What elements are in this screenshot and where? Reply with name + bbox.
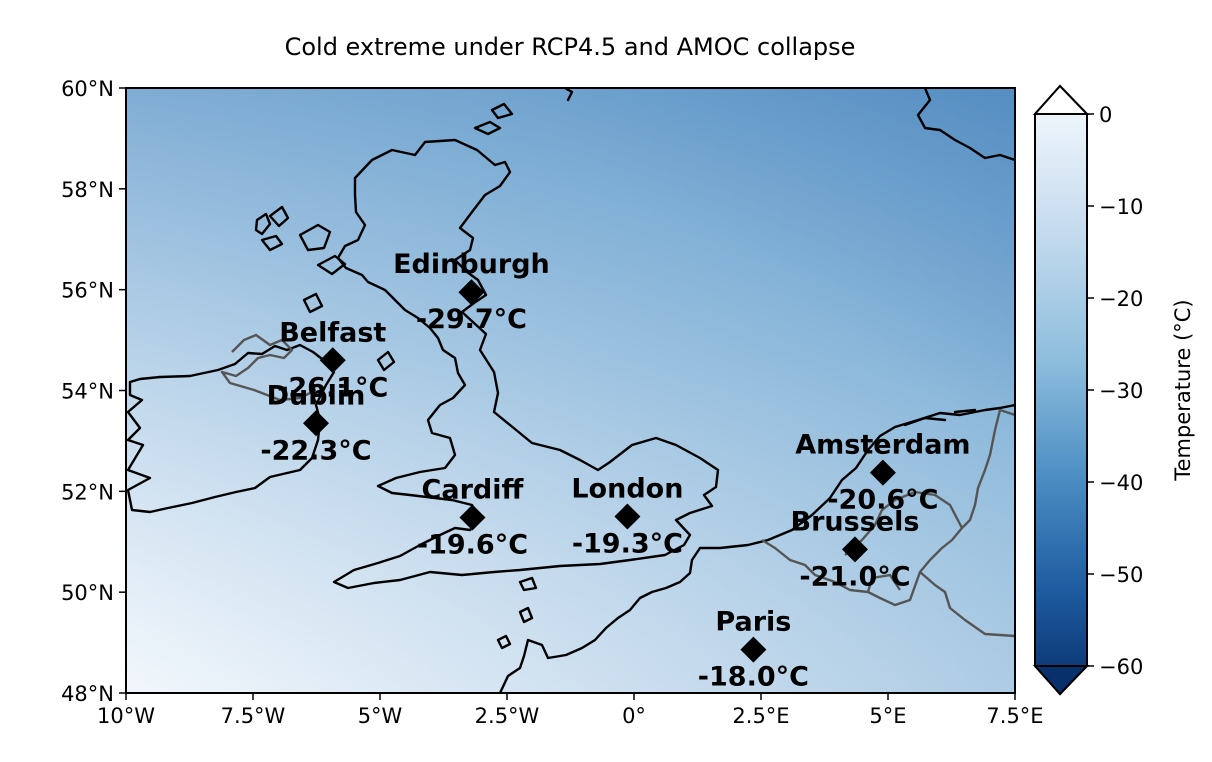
colorbar-tick-label: −40 bbox=[1099, 471, 1143, 495]
chart-title: Cold extreme under RCP4.5 and AMOC colla… bbox=[285, 33, 856, 61]
city-temp-dublin: -22.3°C bbox=[260, 435, 371, 466]
colorbar: 0 −10 −20 −30 −40 −50 −60 Temperature (°C) bbox=[1032, 84, 1195, 696]
temperature-field-shading bbox=[126, 88, 1015, 693]
city-london: London -19.3°C bbox=[571, 474, 683, 560]
city-name-london: London bbox=[571, 474, 683, 505]
colorbar-extend-top bbox=[1032, 84, 1090, 115]
y-tick-label: 54°N bbox=[61, 380, 114, 404]
y-tick-label: 50°N bbox=[61, 581, 114, 605]
city-brussels: Brussels -21.0°C bbox=[791, 506, 920, 592]
x-tick-label: 5°E bbox=[869, 704, 906, 728]
city-temp-edinburgh: -29.7°C bbox=[416, 304, 527, 335]
city-name-dublin: Dublin bbox=[267, 380, 366, 411]
city-cardiff: Cardiff -19.6°C bbox=[417, 475, 528, 561]
x-tick-label: 0° bbox=[622, 704, 646, 728]
x-tick-label: 2.5°E bbox=[732, 704, 789, 728]
colorbar-ticks: 0 −10 −20 −30 −40 −50 −60 bbox=[1087, 103, 1143, 679]
colorbar-label: Temperature (°C) bbox=[1171, 299, 1195, 481]
city-marker-amsterdam bbox=[869, 459, 896, 486]
city-temp-paris: -18.0°C bbox=[698, 662, 809, 693]
colorbar-tick-label: −30 bbox=[1099, 379, 1143, 403]
city-belfast: Belfast -26.1°C bbox=[277, 317, 388, 403]
city-marker-edinburgh bbox=[458, 279, 485, 306]
city-dublin: Dublin -22.3°C bbox=[260, 380, 371, 466]
continental-borders bbox=[761, 408, 1015, 638]
colorbar-tick-label: −60 bbox=[1099, 655, 1143, 679]
colorbar-tick-label: 0 bbox=[1099, 103, 1112, 127]
city-paris: Paris -18.0°C bbox=[698, 607, 809, 693]
city-name-amsterdam: Amsterdam bbox=[795, 430, 970, 461]
city-edinburgh: Edinburgh -29.7°C bbox=[393, 249, 550, 335]
city-marker-brussels bbox=[841, 536, 868, 563]
x-tick-label: 2.5°W bbox=[475, 704, 540, 728]
y-tick-label: 48°N bbox=[61, 682, 114, 706]
shetland-coastline bbox=[563, 88, 574, 102]
channel-islands-coastline bbox=[496, 606, 534, 650]
continent-coastline bbox=[498, 403, 1015, 693]
city-marker-london bbox=[614, 503, 641, 530]
x-tick-label: 5°W bbox=[358, 704, 403, 728]
city-marker-paris bbox=[740, 636, 767, 663]
city-marker-dublin bbox=[302, 410, 329, 437]
city-amsterdam: Amsterdam -20.6°C bbox=[795, 430, 970, 516]
ireland-border bbox=[220, 333, 317, 402]
y-tick-label: 56°N bbox=[61, 279, 114, 303]
x-tick-label: 7.5°W bbox=[221, 704, 286, 728]
city-temp-amsterdam: -20.6°C bbox=[827, 485, 938, 516]
colorbar-tick-label: −20 bbox=[1099, 287, 1143, 311]
y-tick-label: 58°N bbox=[61, 178, 114, 202]
city-marker-belfast bbox=[319, 347, 346, 374]
city-marker-cardiff bbox=[459, 504, 486, 531]
city-temp-london: -19.3°C bbox=[572, 529, 683, 560]
hebrides-coastline bbox=[254, 205, 290, 252]
city-temp-belfast: -26.1°C bbox=[277, 372, 388, 403]
colorbar-tick-label: −10 bbox=[1099, 195, 1143, 219]
colorbar-extend-bottom bbox=[1032, 665, 1090, 696]
norway-coastline bbox=[916, 88, 1015, 162]
city-name-edinburgh: Edinburgh bbox=[393, 249, 550, 280]
isle-of-man-coastline bbox=[376, 350, 396, 372]
isle-of-wight-coastline bbox=[518, 576, 538, 592]
y-tick-label: 52°N bbox=[61, 480, 114, 504]
x-tick-label: 7.5°E bbox=[986, 704, 1043, 728]
y-tick-label: 60°N bbox=[61, 77, 114, 101]
city-name-belfast: Belfast bbox=[279, 317, 386, 348]
colorbar-tick-label: −50 bbox=[1099, 563, 1143, 587]
orkney-coastline bbox=[473, 102, 514, 136]
longitude-axis: 10°W 7.5°W 5°W 2.5°W 0° 2.5°E 5°E 7.5°E bbox=[97, 693, 1044, 728]
latitude-axis: 60°N 58°N 56°N 54°N 52°N 50°N 48°N bbox=[61, 77, 126, 706]
city-name-brussels: Brussels bbox=[791, 506, 920, 537]
islay-coastline bbox=[302, 292, 324, 314]
city-name-cardiff: Cardiff bbox=[422, 475, 525, 506]
city-temp-brussels: -21.0°C bbox=[799, 561, 910, 592]
city-temp-cardiff: -19.6°C bbox=[417, 530, 528, 561]
colorbar-body bbox=[1034, 84, 1088, 696]
skye-coastline bbox=[298, 223, 332, 252]
city-name-paris: Paris bbox=[715, 607, 791, 638]
x-tick-label: 10°W bbox=[97, 704, 155, 728]
great-britain-coastline bbox=[332, 138, 720, 590]
mull-coastline bbox=[316, 254, 347, 276]
frisian-islands-coastline bbox=[903, 408, 977, 427]
